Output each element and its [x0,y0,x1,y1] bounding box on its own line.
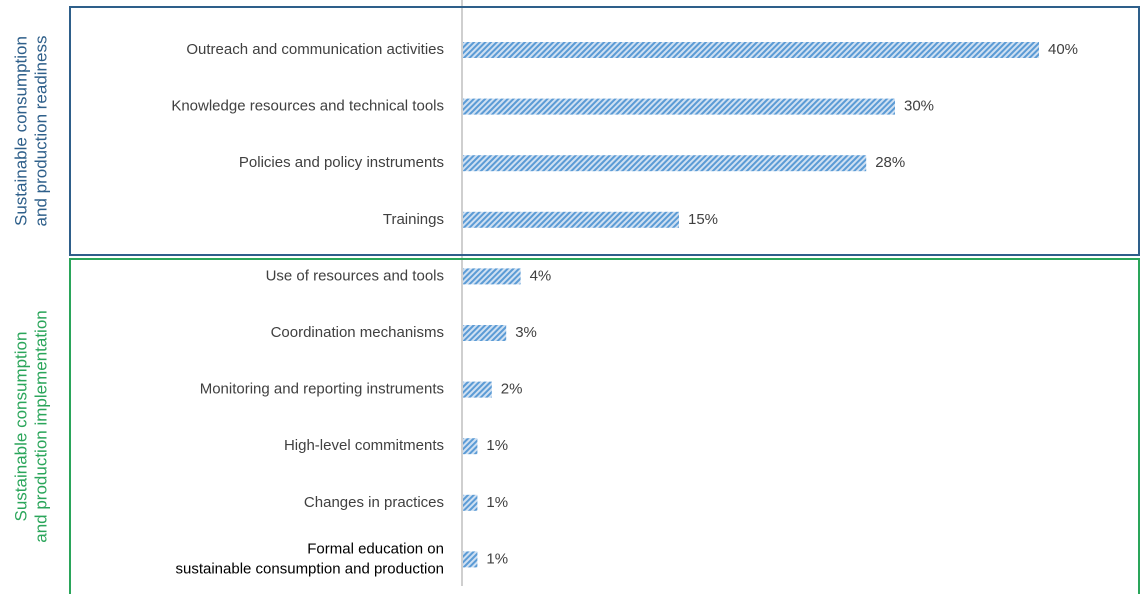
value-label: 2% [501,381,523,398]
bar [463,551,478,568]
group-label: and production implementation [31,310,50,542]
bar [463,155,867,172]
bar [463,494,478,511]
bar [463,381,492,398]
value-label: 3% [515,324,537,341]
category-label: Formal education on sustainable consumpti… [175,540,444,577]
category-label: Coordination mechanisms [271,324,444,341]
category-label: Trainings [383,211,444,228]
group-label: Sustainable consumption [11,332,30,522]
bar [463,211,679,228]
bar [463,42,1039,58]
value-label: 28% [875,154,905,171]
category-label: Monitoring and reporting instruments [200,381,444,398]
category-label: Knowledge resources and technical tools [171,98,444,115]
value-label: 15% [688,211,718,228]
category-label: Policies and policy instruments [239,154,444,171]
group-box [69,258,1140,594]
group-label: and production readiness [31,36,50,227]
category-label: High-level commitments [284,437,444,454]
bar [463,438,478,455]
value-label: 1% [486,550,508,567]
category-label: Use of resources and tools [266,267,444,284]
value-label: 1% [486,494,508,511]
group-label: Sustainable consumption [11,36,30,226]
value-label: 40% [1048,41,1078,58]
value-label: 30% [904,98,934,115]
bar [463,325,507,341]
value-label: 1% [486,437,508,454]
group-box [69,6,1140,256]
category-label: Outreach and communication activities [186,41,444,58]
value-label: 4% [530,267,552,284]
category-label: Changes in practices [304,494,444,511]
bar [463,268,521,285]
bar [463,98,895,115]
